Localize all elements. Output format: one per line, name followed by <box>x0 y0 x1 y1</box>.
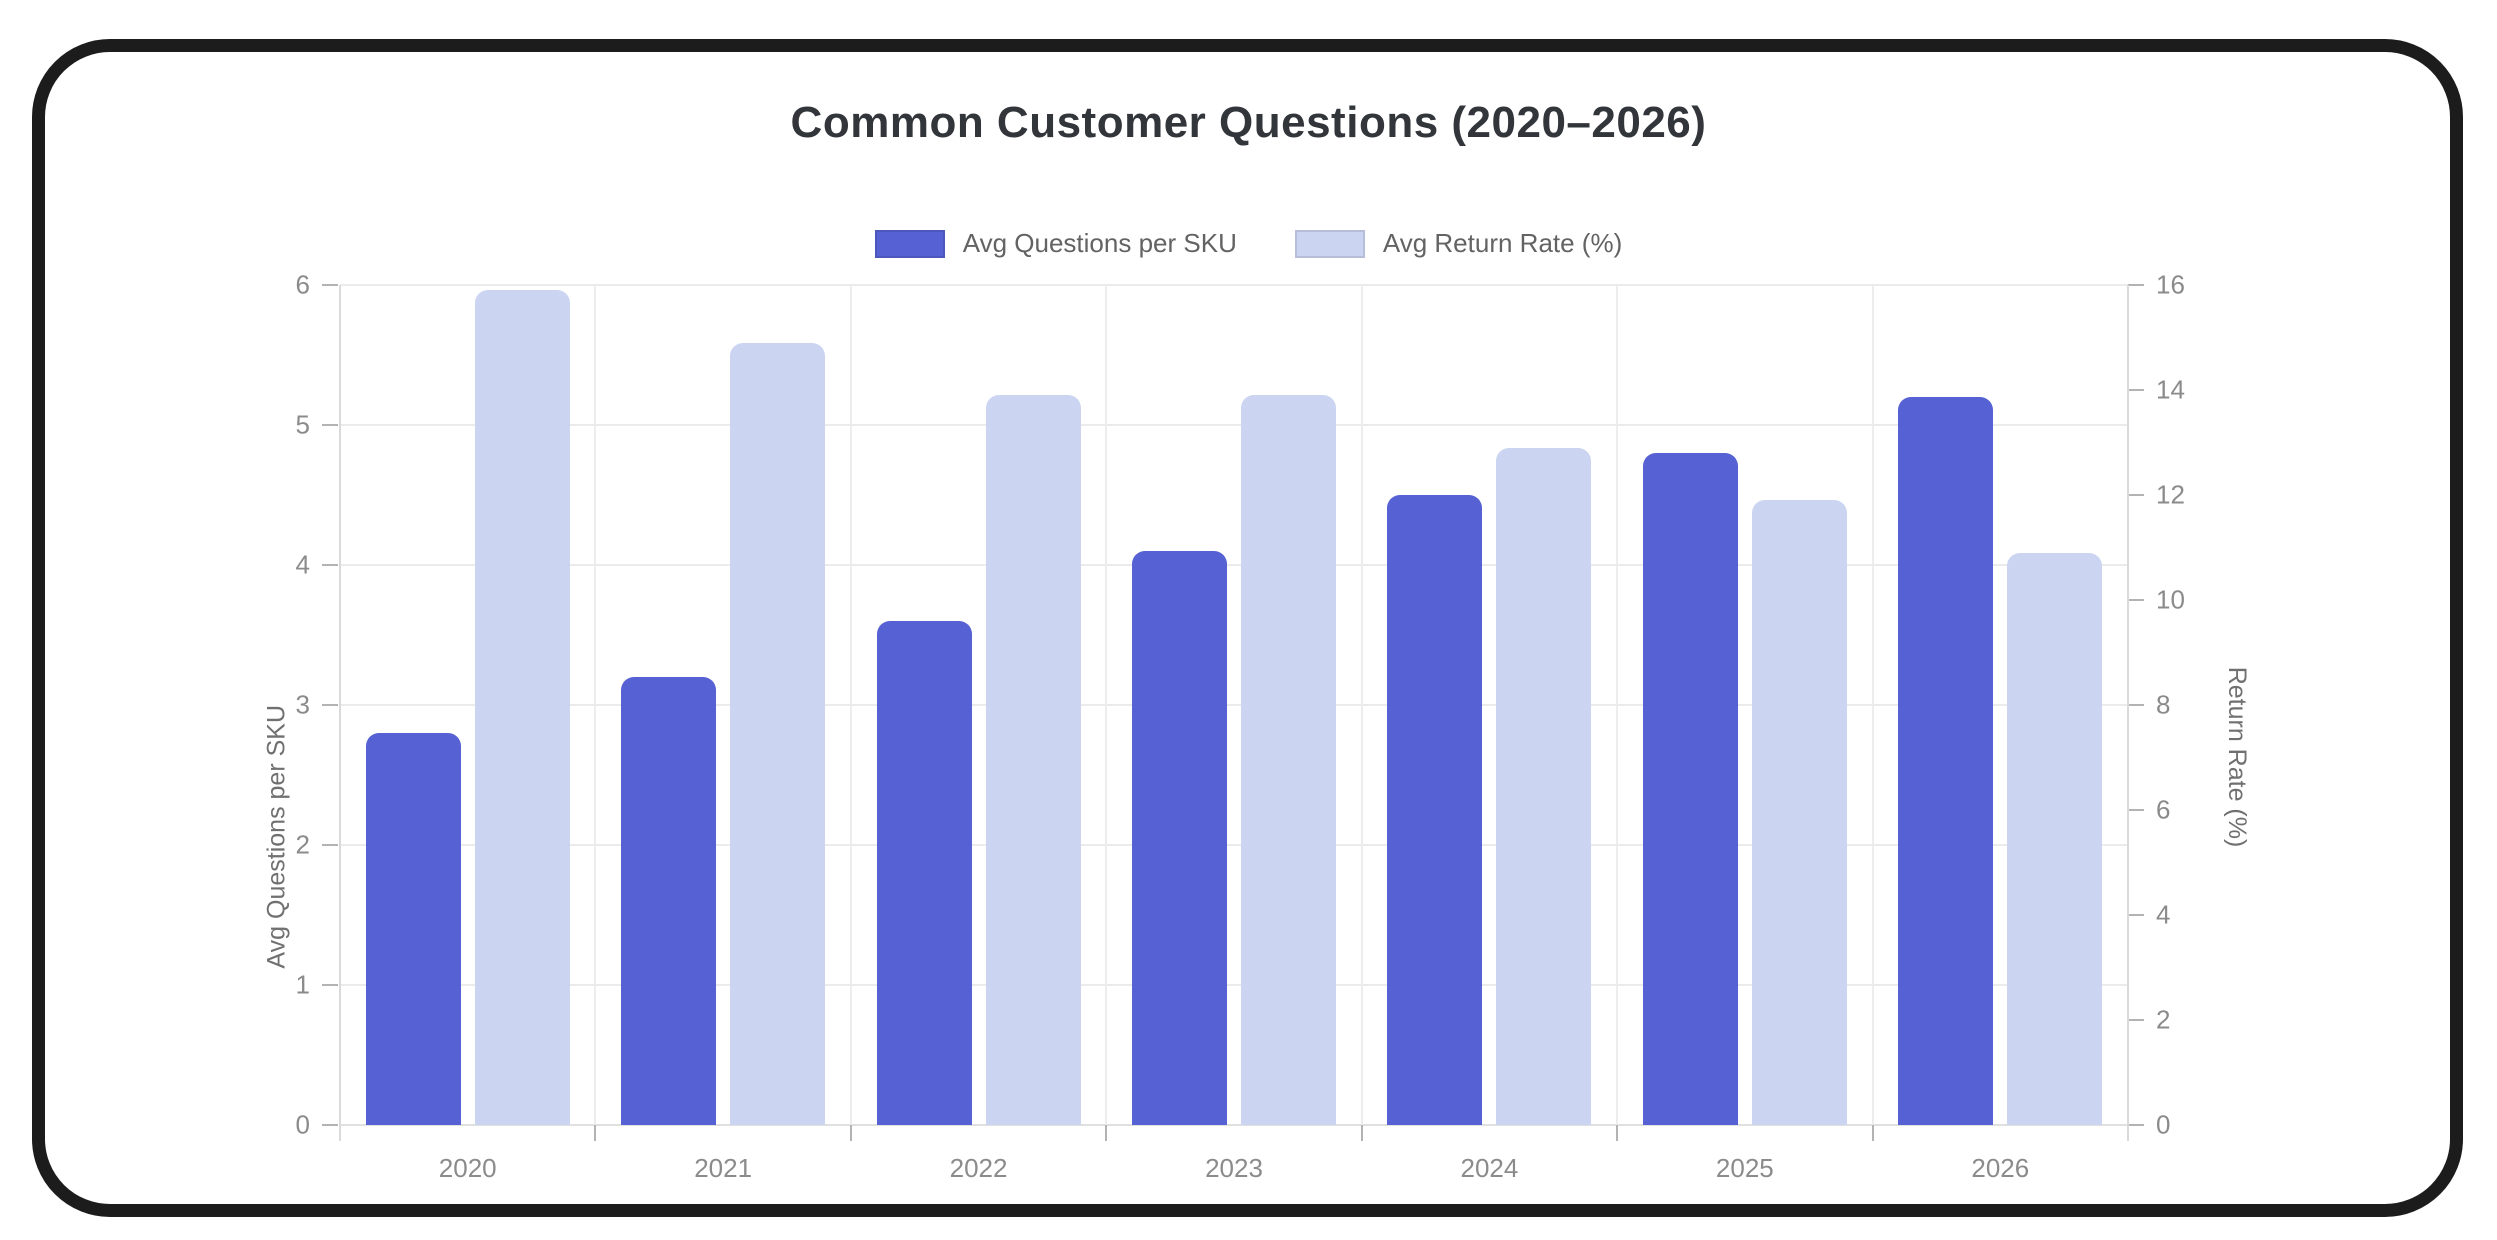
y-axis-right-tick-mark <box>2128 389 2144 391</box>
x-tick-label: 2025 <box>1715 1153 1774 1183</box>
gridline-vertical <box>594 285 597 1125</box>
y-tick-label-right: 16 <box>2156 269 2185 300</box>
gridline-vertical <box>849 285 852 1125</box>
y-axis-right-tick-mark <box>2128 599 2144 601</box>
x-tick-label: 2024 <box>1460 1153 1519 1183</box>
bar-avg-return-rate[interactable] <box>474 290 570 1125</box>
chart-title: Common Customer Questions (2020–2026) <box>790 98 1707 147</box>
y-axis-right-border <box>2127 285 2129 1141</box>
bar-avg-return-rate[interactable] <box>2007 552 2103 1125</box>
y-tick-label-right: 14 <box>2156 374 2185 405</box>
bar-avg-return-rate[interactable] <box>985 395 1081 1125</box>
x-tick-label: 2023 <box>1205 1153 1263 1183</box>
x-tick-label: 2022 <box>949 1153 1008 1183</box>
y-axis-right-tick-mark <box>2128 494 2144 496</box>
bar-avg-questions-per-sku[interactable] <box>1642 453 1738 1125</box>
gridline-horizontal <box>340 424 2128 426</box>
y-axis-right-tick-mark <box>2128 914 2144 916</box>
x-axis-tick-mark <box>594 1125 597 1141</box>
bar-avg-return-rate[interactable] <box>1241 395 1336 1125</box>
y-axis-right-tick-mark <box>2128 1019 2144 1021</box>
x-tick-label: 2021 <box>694 1153 753 1183</box>
y-axis-left-tick-mark <box>322 284 338 286</box>
bar-avg-return-rate[interactable] <box>730 342 826 1125</box>
gridline-vertical <box>1360 285 1363 1125</box>
y-axis-right-tick-mark <box>2128 809 2144 811</box>
legend-label: Avg Questions per SKU <box>962 228 1237 258</box>
x-tick-label: 2026 <box>1971 1153 2030 1183</box>
y-tick-label-left: 2 <box>295 829 310 860</box>
y-tick-label-right: 8 <box>2156 689 2171 720</box>
y-axis-right-tick-mark <box>2128 704 2144 706</box>
gridline-horizontal <box>340 564 2128 566</box>
x-axis-tick-mark <box>1105 1125 1108 1141</box>
y-axis-right-tick-mark <box>2128 1124 2144 1126</box>
x-tick-label: 2020 <box>438 1153 497 1183</box>
y-tick-label-right: 6 <box>2156 794 2171 825</box>
y-axis-left-tick-mark <box>322 704 338 706</box>
legend-swatch <box>1294 229 1365 258</box>
bar-avg-questions-per-sku[interactable] <box>621 677 717 1125</box>
y-tick-label-left: 6 <box>295 269 310 300</box>
legend-item[interactable]: Avg Questions per SKU <box>874 228 1237 259</box>
y-tick-label-right: 12 <box>2156 479 2185 510</box>
gridline-horizontal <box>340 984 2128 986</box>
bar-avg-return-rate[interactable] <box>1496 447 1592 1125</box>
bar-avg-questions-per-sku[interactable] <box>1387 495 1483 1125</box>
bar-avg-questions-per-sku[interactable] <box>1898 397 1994 1125</box>
y-tick-label-right: 0 <box>2156 1109 2171 1140</box>
y-tick-label-right: 4 <box>2156 899 2171 930</box>
y-tick-label-left: 1 <box>295 969 310 1000</box>
gridline-vertical <box>1871 285 1874 1125</box>
chart-legend: Avg Questions per SKU Avg Return Rate (%) <box>0 228 2497 259</box>
legend-item[interactable]: Avg Return Rate (%) <box>1294 228 1623 259</box>
y-axis-right-title: Return Rate (%) <box>2223 666 2251 848</box>
y-tick-label-left: 3 <box>295 689 310 720</box>
x-axis-tick-mark <box>1616 1125 1619 1141</box>
gridline-vertical <box>1616 285 1619 1125</box>
y-tick-label-right: 10 <box>2156 584 2185 615</box>
legend-label: Avg Return Rate (%) <box>1382 228 1623 258</box>
bar-avg-questions-per-sku[interactable] <box>876 621 972 1125</box>
y-axis-left-tick-mark <box>322 844 338 846</box>
y-tick-label-left: 4 <box>295 549 310 580</box>
y-tick-label-right: 2 <box>2156 1004 2171 1035</box>
gridline-horizontal <box>340 284 2128 286</box>
y-axis-left-tick-mark <box>322 564 338 566</box>
bar-avg-return-rate[interactable] <box>1751 500 1847 1125</box>
gridline-horizontal <box>340 704 2128 706</box>
x-axis-tick-mark <box>1360 1125 1363 1141</box>
y-tick-label-left: 0 <box>295 1109 310 1140</box>
bar-avg-questions-per-sku[interactable] <box>365 733 461 1125</box>
gridline-horizontal <box>340 1124 2128 1126</box>
y-axis-left-border <box>339 285 341 1141</box>
gridline-horizontal <box>340 844 2128 846</box>
y-axis-right-tick-mark <box>2128 284 2144 286</box>
y-tick-label-left: 5 <box>295 409 310 440</box>
gridline-vertical <box>1105 285 1108 1125</box>
legend-swatch <box>874 229 945 258</box>
bar-avg-questions-per-sku[interactable] <box>1132 551 1227 1125</box>
x-axis-tick-mark <box>1871 1125 1874 1141</box>
x-axis-tick-mark <box>849 1125 852 1141</box>
y-axis-left-tick-mark <box>322 1124 338 1126</box>
y-axis-left-tick-mark <box>322 424 338 426</box>
y-axis-left-tick-mark <box>322 984 338 986</box>
